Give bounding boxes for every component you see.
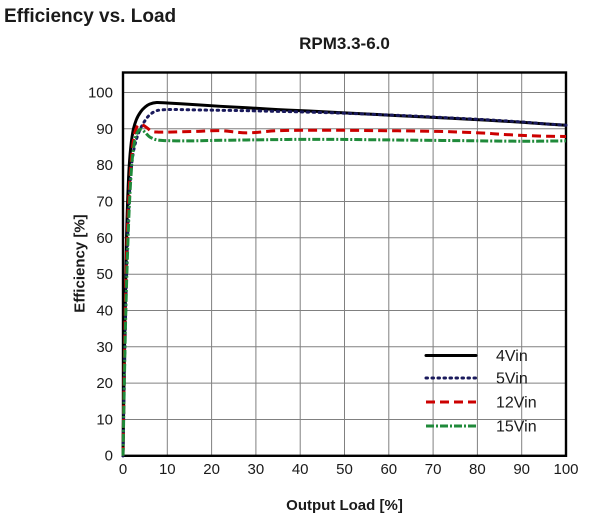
svg-text:20: 20 — [203, 461, 220, 478]
svg-text:5Vin: 5Vin — [496, 371, 528, 388]
svg-text:70: 70 — [96, 194, 113, 211]
svg-text:80: 80 — [96, 157, 113, 174]
svg-text:30: 30 — [96, 339, 113, 356]
svg-text:90: 90 — [513, 461, 530, 478]
svg-text:70: 70 — [425, 461, 442, 478]
svg-text:50: 50 — [336, 461, 353, 478]
svg-text:60: 60 — [380, 461, 397, 478]
svg-text:40: 40 — [292, 461, 309, 478]
svg-text:15Vin: 15Vin — [496, 419, 537, 436]
svg-text:30: 30 — [248, 461, 265, 478]
svg-text:40: 40 — [96, 303, 113, 320]
svg-text:12Vin: 12Vin — [496, 395, 537, 412]
svg-text:80: 80 — [469, 461, 486, 478]
svg-text:4Vin: 4Vin — [496, 348, 528, 365]
svg-text:20: 20 — [96, 375, 113, 392]
svg-text:100: 100 — [553, 461, 578, 478]
svg-text:50: 50 — [96, 266, 113, 283]
svg-text:60: 60 — [96, 230, 113, 247]
svg-text:10: 10 — [96, 412, 113, 429]
svg-text:0: 0 — [105, 448, 113, 465]
svg-text:0: 0 — [119, 461, 127, 478]
svg-text:100: 100 — [88, 85, 113, 102]
svg-text:10: 10 — [159, 461, 176, 478]
svg-text:90: 90 — [96, 121, 113, 138]
